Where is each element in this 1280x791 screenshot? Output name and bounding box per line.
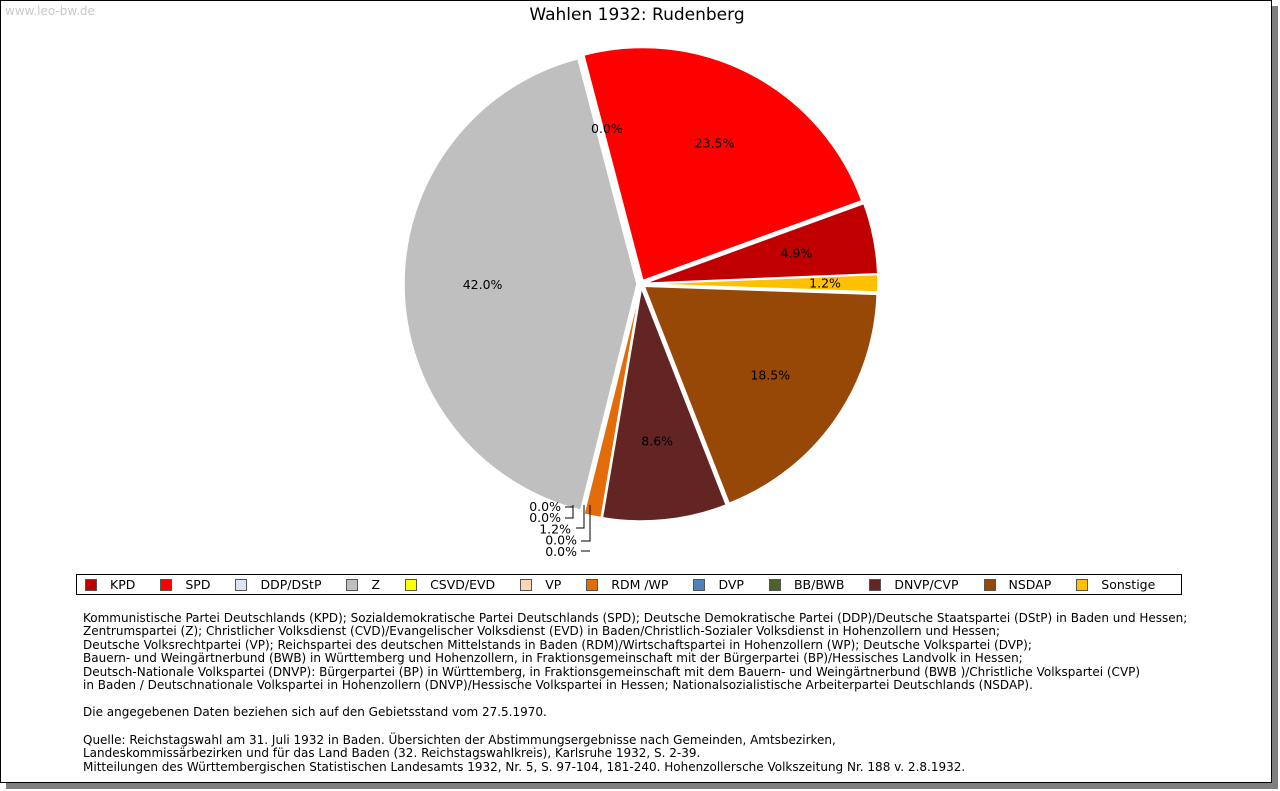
- legend-swatch: [1076, 578, 1089, 591]
- slice-label-kpd: 4.9%: [781, 245, 813, 260]
- legend-label: DNVP/CVP: [894, 577, 959, 592]
- legend-item-ddp-dstp: DDP/DStP: [235, 577, 321, 592]
- pie-slice-kpd: [644, 202, 879, 284]
- legend-label: Z: [371, 577, 381, 592]
- notes: Kommunistische Partei Deutschlands (KPD)…: [83, 611, 1213, 774]
- legend-label: SPD: [185, 577, 211, 592]
- slice-label-spd: 23.5%: [695, 136, 735, 151]
- legend-label: BB/BWB: [793, 577, 845, 592]
- legend-item-rdm-wp: RDM /WP: [586, 577, 668, 592]
- pie-slice-dnvp-cvp: [601, 285, 728, 522]
- legend-swatch: [983, 578, 996, 591]
- legend-swatch: [346, 578, 359, 591]
- legend-swatch: [85, 578, 97, 591]
- chart-title: Wahlen 1932: Rudenberg: [529, 5, 745, 25]
- legend-label: DVP: [718, 577, 744, 592]
- pie-slice-nsdap: [643, 285, 878, 505]
- legend-item-vp: VP: [520, 577, 561, 592]
- notes-party-line: Bauern- und Weingärtnerbund (BWB) in Wür…: [83, 651, 1023, 666]
- legend-label: KPD: [110, 577, 136, 592]
- pie-slice-z: [403, 57, 638, 512]
- legend-label: NSDAP: [1008, 577, 1052, 592]
- legend-swatch: [405, 578, 418, 591]
- notes-source-line: Quelle: Reichstagswahl am 31. Juli 1932 …: [83, 732, 836, 747]
- callout-label-csvd-evd: 0.0%: [545, 544, 577, 559]
- legend-label: CSVD/EVD: [430, 577, 496, 592]
- legend-item-kpd: KPD: [85, 577, 135, 592]
- callout-label-bb-bwb: 0.0%: [529, 499, 561, 514]
- notes-party-line: Kommunistische Partei Deutschlands (KPD)…: [83, 611, 1188, 625]
- callout-label-dvp: 0.0%: [529, 510, 561, 525]
- callout-label-vp: 0.0%: [545, 533, 577, 548]
- legend-swatch: [160, 578, 173, 591]
- legend-item-bb-bwb: BB/BWB: [768, 577, 845, 592]
- legend-item-csvd-evd: CSVD/EVD: [405, 577, 495, 592]
- legend-label: RDM /WP: [611, 577, 669, 592]
- notes-source-line: Landeskommissärbezirken und für das Land…: [83, 746, 701, 761]
- legend-swatch: [869, 578, 882, 591]
- legend-item-sonstige: Sonstige: [1076, 577, 1155, 592]
- notes-party-line: Deutsch-Nationale Volkspartei (DNVP): Bü…: [83, 664, 1141, 679]
- notes-territory: Die angegebenen Daten beziehen sich auf …: [83, 705, 547, 720]
- legend-swatch: [586, 578, 599, 591]
- pie-slice-sonstige: [644, 273, 879, 293]
- legend-item-dnvp-cvp: DNVP/CVP: [869, 577, 959, 592]
- callout-label-rdm-wp: 1.2%: [539, 521, 571, 536]
- legend: KPD SPD DDP/DStP Z CSVD/EVD VP RDM /WP DVP BB/BW…: [76, 574, 1182, 595]
- notes-party-line: Deutsche Volksrechtpartei (VP); Reichspa…: [83, 637, 1032, 652]
- pie-chart: 4.9%1.2%18.5%8.6%42.0%23.5%0.0%0.0%1.2%0…: [403, 46, 879, 559]
- legend-item-z: Z: [346, 577, 380, 592]
- legend-swatch: [768, 578, 781, 591]
- watermark: www.leo-bw.de: [5, 4, 95, 18]
- pie-slice-spd: [582, 46, 863, 282]
- notes-party-line: in Baden / Deutschnationale Volkspartei …: [83, 678, 1033, 693]
- legend-swatch: [520, 578, 533, 591]
- notes-source-line: Mitteilungen des Württembergischen Stati…: [83, 759, 966, 774]
- legend-label: Sonstige: [1101, 577, 1156, 592]
- slice-label-dnvp-cvp: 8.6%: [641, 434, 673, 449]
- callout-leader-lines: [565, 505, 591, 552]
- legend-swatch: [235, 578, 248, 591]
- legend-swatch: [693, 578, 706, 591]
- legend-label: VP: [545, 577, 562, 592]
- legend-item-spd: SPD: [160, 577, 210, 592]
- legend-item-nsdap: NSDAP: [983, 577, 1052, 592]
- notes-party-line: Zentrumspartei (Z); Christlicher Volksdi…: [83, 624, 1001, 639]
- slice-label-nsdap: 18.5%: [750, 368, 790, 383]
- callout-label-ddp-dstp: 0.0%: [591, 121, 623, 136]
- slice-label-z: 42.0%: [463, 277, 503, 292]
- slice-label-sonstige: 1.2%: [809, 275, 841, 290]
- legend-item-dvp: DVP: [693, 577, 744, 592]
- legend-label: DDP/DStP: [260, 577, 322, 592]
